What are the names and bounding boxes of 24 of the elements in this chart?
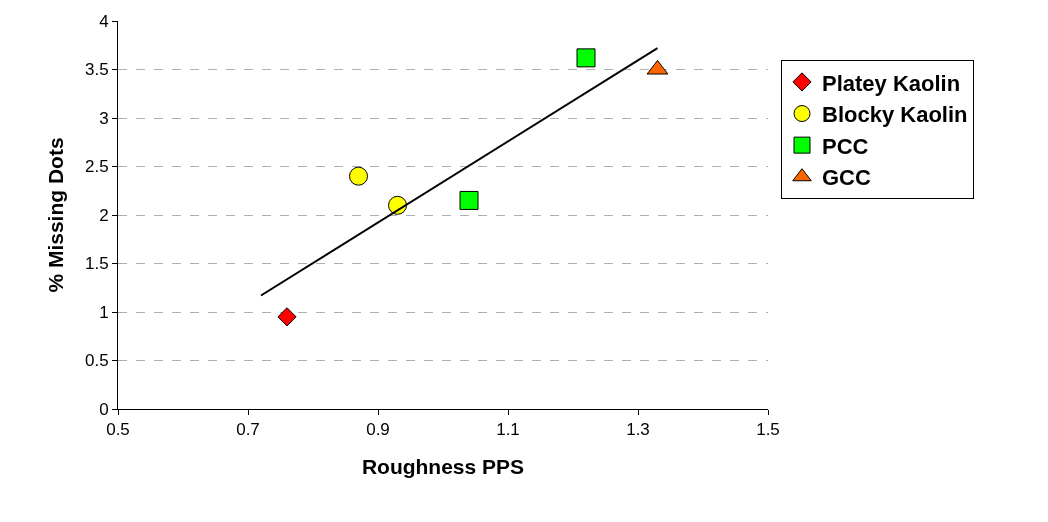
y-tick-label: 1: [99, 302, 109, 322]
point: [277, 307, 297, 327]
y-tick-label: 0.5: [84, 351, 109, 371]
y-tick-label: 1.5: [84, 254, 109, 274]
y-tick-label: 3.5: [84, 60, 109, 80]
legend-label: GCC: [822, 165, 871, 191]
y-axis-title: % Missing Dots: [44, 137, 68, 293]
y-tick-label: 2: [99, 205, 109, 225]
x-tick-label: 0.9: [366, 420, 390, 440]
legend-label: Platey Kaolin: [822, 70, 961, 96]
point: [349, 166, 368, 186]
x-tick-label: 1.3: [626, 420, 650, 440]
point: [576, 48, 596, 68]
x-tick-label: 1.5: [756, 420, 780, 440]
y-tick-label: 4: [99, 11, 109, 31]
legend-label: Blocky Kaolin: [822, 102, 968, 128]
y-tick-label: 0: [99, 399, 109, 419]
legend-label: PCC: [822, 133, 869, 159]
y-tick-label: 2.5: [84, 157, 109, 177]
x-axis-title: Roughness PPS: [361, 454, 525, 478]
point: [459, 190, 479, 210]
x-tick-label: 1.1: [496, 420, 520, 440]
y-tick-label: 3: [99, 108, 109, 128]
x-tick-label: 0.7: [236, 420, 260, 440]
